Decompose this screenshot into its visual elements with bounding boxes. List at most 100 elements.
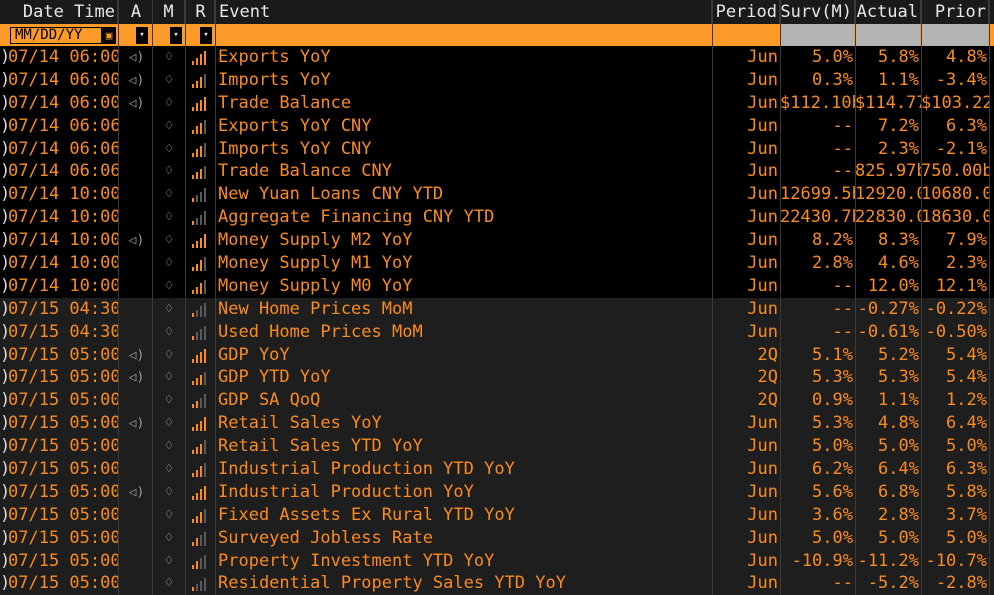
- bell-icon[interactable]: ♢: [164, 277, 174, 294]
- row-event[interactable]: GDP YoY: [218, 344, 290, 365]
- bell-icon[interactable]: ♢: [164, 529, 174, 546]
- row-event[interactable]: New Home Prices MoM: [218, 298, 413, 319]
- alert-speaker-icon[interactable]: [120, 389, 153, 412]
- row-event[interactable]: Exports YoY CNY: [218, 115, 372, 136]
- table-row[interactable]: )07/15 05:00 ◁) ♢ Retail Sales YoY Jun 5.3% 4.…: [0, 412, 994, 436]
- row-event[interactable]: Fixed Assets Ex Rural YTD YoY: [218, 504, 515, 525]
- table-row[interactable]: )07/14 06:06 ♢ Exports YoY CNY Jun -- 7.2% 6.3…: [0, 114, 994, 138]
- bell-icon[interactable]: ♢: [164, 323, 174, 340]
- actual-filter-cell[interactable]: [856, 24, 920, 46]
- bell-icon[interactable]: ♢: [164, 49, 174, 65]
- table-row[interactable]: )07/15 05:00 ♢ GDP SA QoQ 2Q 0.9% 1.1% 1.2%: [0, 389, 994, 413]
- alert-speaker-icon[interactable]: [120, 252, 153, 275]
- bell-icon[interactable]: ♢: [164, 117, 174, 134]
- header-surv[interactable]: Surv(M): [780, 0, 855, 24]
- prior-filter-cell[interactable]: [922, 24, 988, 46]
- table-row[interactable]: )07/14 06:06 ♢ Imports YoY CNY Jun -- 2.3% -2.…: [0, 137, 994, 161]
- row-event[interactable]: Exports YoY: [218, 47, 331, 67]
- alert-speaker-icon[interactable]: ◁): [128, 347, 145, 363]
- table-row[interactable]: )07/14 06:00◁)♢Trade BalanceJun$112.10b$…: [0, 91, 994, 115]
- table-row[interactable]: )07/14 06:00 ◁) ♢ Imports YoY Jun 0.3% 1.1% -3.…: [0, 68, 994, 92]
- alert-speaker-icon[interactable]: [120, 572, 153, 595]
- table-row[interactable]: )07/15 05:00 ◁) ♢ GDP YoY 2Q 5.1% 5.2% 5.4%: [0, 343, 994, 367]
- bell-icon[interactable]: ♢: [164, 346, 174, 363]
- alert-speaker-icon[interactable]: ◁): [128, 233, 145, 249]
- bell-icon[interactable]: ♢: [164, 369, 174, 386]
- header-r[interactable]: R: [187, 0, 215, 24]
- header-a[interactable]: A: [120, 0, 153, 24]
- alert-speaker-icon[interactable]: [120, 275, 153, 298]
- row-event[interactable]: Money Supply M2 YoY: [218, 230, 413, 251]
- alert-speaker-icon[interactable]: [120, 321, 153, 344]
- row-event[interactable]: Trade Balance: [218, 92, 352, 113]
- alert-speaker-icon[interactable]: [120, 527, 153, 550]
- alert-speaker-icon[interactable]: [120, 183, 153, 206]
- bell-icon[interactable]: ♢: [164, 552, 174, 569]
- bell-icon[interactable]: ♢: [164, 186, 174, 203]
- table-row[interactable]: )07/14 06:00 ◁) ♢ Exports YoY Jun 5.0% 5.8% 4.8…: [0, 46, 994, 69]
- a-filter-dropdown-icon[interactable]: ▾: [136, 27, 148, 44]
- alert-speaker-icon[interactable]: [120, 160, 153, 183]
- table-row[interactable]: )07/15 05:00 ◁) ♢ Industrial Production YoY…: [0, 480, 994, 504]
- alert-speaker-icon[interactable]: [120, 458, 153, 481]
- alert-speaker-icon[interactable]: [120, 550, 153, 573]
- alert-speaker-icon[interactable]: ◁): [128, 95, 145, 111]
- header-event[interactable]: Event: [217, 0, 712, 24]
- table-row[interactable]: )07/15 05:00 ◁) ♢ GDP YTD YoY 2Q 5.3% 5.3% 5.4%: [0, 366, 994, 390]
- row-event[interactable]: Retail Sales YoY: [218, 413, 382, 434]
- row-event[interactable]: Trade Balance CNY: [218, 161, 392, 182]
- table-row[interactable]: )07/14 10:00 ◁) ♢ Money Supply M2 YoY Jun 8.2…: [0, 229, 994, 253]
- row-event[interactable]: GDP YTD YoY: [218, 367, 331, 388]
- header-prior[interactable]: Prior: [921, 0, 989, 24]
- table-row[interactable]: )07/14 10:00 ♢ Money Supply M0 YoY Jun -- 12.…: [0, 274, 994, 298]
- alert-speaker-icon[interactable]: ◁): [128, 50, 145, 65]
- bell-icon[interactable]: ♢: [164, 94, 174, 111]
- alert-speaker-icon[interactable]: ◁): [128, 416, 145, 432]
- table-row[interactable]: )07/15 05:00 ♢ Property Investment YTD YoY…: [0, 549, 994, 573]
- alert-speaker-icon[interactable]: [120, 298, 153, 321]
- row-event[interactable]: Aggregate Financing CNY YTD: [218, 207, 495, 228]
- bell-icon[interactable]: ♢: [164, 232, 174, 249]
- table-row[interactable]: )07/15 05:00 ♢ Retail Sales YTD YoY Jun 5.0%…: [0, 435, 994, 459]
- bell-icon[interactable]: ♢: [164, 483, 174, 500]
- table-row[interactable]: )07/14 10:00♢New Yuan Loans CNY YTDJun12…: [0, 183, 994, 207]
- table-row[interactable]: )07/15 05:00 ♢ Surveyed Jobless Rate Jun 5.0…: [0, 526, 994, 550]
- calendar-icon[interactable]: ▣: [102, 27, 116, 44]
- alert-speaker-icon[interactable]: [120, 206, 153, 229]
- bell-icon[interactable]: ♢: [164, 140, 174, 157]
- alert-speaker-icon[interactable]: ◁): [128, 72, 145, 88]
- row-event[interactable]: Imports YoY CNY: [218, 138, 372, 159]
- alert-speaker-icon[interactable]: [120, 504, 153, 527]
- bell-icon[interactable]: ♢: [164, 415, 174, 432]
- m-filter-dropdown-icon[interactable]: ▾: [170, 27, 182, 44]
- bell-icon[interactable]: ♢: [164, 300, 174, 317]
- bell-icon[interactable]: ♢: [164, 461, 174, 478]
- table-row[interactable]: )07/14 06:06 ♢ Trade Balance CNY Jun --825.9…: [0, 160, 994, 184]
- bell-icon[interactable]: ♢: [164, 255, 174, 272]
- row-event[interactable]: Industrial Production YoY: [218, 481, 474, 502]
- table-row[interactable]: )07/15 04:30♢Used Home Prices MoMJun---0…: [0, 320, 994, 344]
- bell-icon[interactable]: ♢: [164, 71, 174, 88]
- row-event[interactable]: Used Home Prices MoM: [218, 321, 423, 342]
- alert-speaker-icon[interactable]: [120, 435, 153, 458]
- table-row[interactable]: )07/15 04:30♢New Home Prices MoMJun---0.…: [0, 297, 994, 321]
- bell-icon[interactable]: ♢: [164, 438, 174, 455]
- row-event[interactable]: Retail Sales YTD YoY: [218, 436, 423, 457]
- row-event[interactable]: Imports YoY: [218, 69, 331, 90]
- bell-icon[interactable]: ♢: [164, 506, 174, 523]
- surv-filter-cell[interactable]: [780, 24, 854, 46]
- header-actual[interactable]: Actual: [855, 0, 921, 24]
- row-event[interactable]: Surveyed Jobless Rate: [218, 527, 433, 548]
- header-period[interactable]: Period: [712, 0, 780, 24]
- bell-icon[interactable]: ♢: [164, 163, 174, 180]
- row-event[interactable]: New Yuan Loans CNY YTD: [218, 184, 444, 205]
- table-row[interactable]: )07/15 05:00 ♢ Fixed Assets Ex Rural YTD Y…: [0, 503, 994, 527]
- header-date-time[interactable]: Date Time: [8, 0, 118, 24]
- bell-icon[interactable]: ♢: [164, 392, 174, 409]
- row-event[interactable]: Money Supply M0 YoY: [218, 275, 413, 296]
- date-filter-input[interactable]: MM/DD/YY: [10, 27, 102, 44]
- row-event[interactable]: Money Supply M1 YoY: [218, 253, 413, 274]
- table-row[interactable]: )07/15 05:00 ♢ Residential Property Sales …: [0, 572, 994, 595]
- bell-icon[interactable]: ♢: [164, 209, 174, 226]
- table-row[interactable]: )07/15 05:00 ♢ Industrial Production YTD Y…: [0, 458, 994, 481]
